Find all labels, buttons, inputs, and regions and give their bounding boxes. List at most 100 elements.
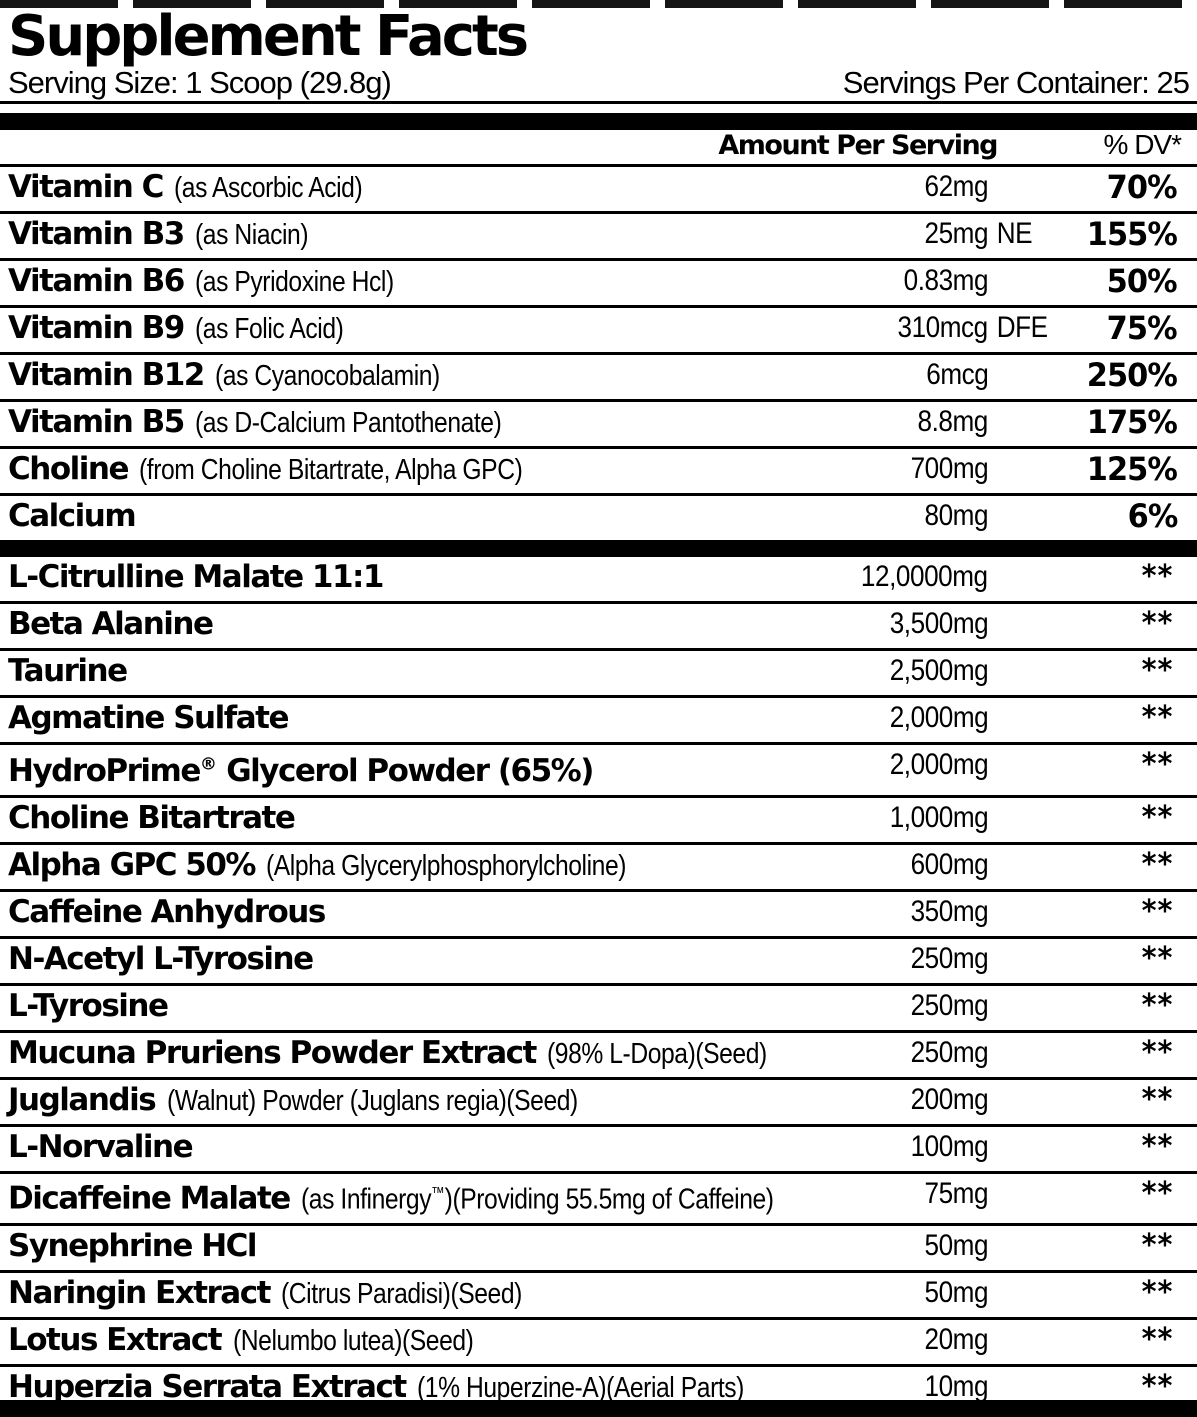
ingredient-row: Agmatine Sulfate 2,000mg ** (0, 695, 1197, 742)
ingredient-text: Agmatine Sulfate (8, 700, 965, 742)
ingredient-description: (1% Huperzine-A)(Aerial Parts) (417, 1371, 745, 1404)
ingredient-amount-value: 310mcg (897, 311, 989, 344)
ingredient-text: L-Norvaline (8, 1129, 965, 1171)
ingredient-row: N-Acetyl L-Tyrosine 250mg ** (0, 936, 1197, 983)
divider-bar-top (0, 113, 1197, 130)
ingredient-amount: 2,000mg (875, 747, 988, 783)
ingredient-amount: 75mg (915, 1176, 988, 1212)
ingredient-daily-value: ** (1141, 1035, 1173, 1071)
ingredient-text: L-Citrulline Malate 11:1 (8, 559, 965, 601)
ingredient-name: Beta Alanine (8, 606, 214, 642)
column-header-row: Amount Per Serving % DV* (0, 129, 1197, 167)
ingredient-name: L-Norvaline (8, 1129, 194, 1166)
ingredient-daily-value: 155% (1086, 215, 1178, 253)
ingredient-row: Vitamin B9 (as Folic Acid) 310mcg DFE 75… (0, 305, 1197, 352)
ingredient-row: L-Citrulline Malate 11:1 12,0000mg ** (0, 557, 1197, 601)
ingredient-description: (Nelumbo lutea)(Seed) (232, 1324, 474, 1357)
ingredient-amount-value: 80mg (924, 499, 988, 532)
ingredient-description: (as Ascorbic Acid) (174, 172, 363, 204)
ingredient-description: (98% L-Dopa)(Seed) (547, 1038, 768, 1071)
ingredient-daily-value: ** (1141, 606, 1173, 641)
ingredient-daily-value: ** (1141, 894, 1173, 930)
ingredient-amount: 25mg NE (915, 216, 1032, 252)
ingredient-text: Lotus Extract (Nelumbo lutea)(Seed) (8, 1322, 965, 1364)
ingredient-daily-value: ** (1141, 1176, 1173, 1212)
ingredient-amount-value: 2,000mg (889, 701, 988, 734)
ingredient-row: Dicaffeine Malate (as Infinergy™)(Provid… (0, 1171, 1197, 1223)
ingredient-name: L-Tyrosine (8, 988, 169, 1025)
servings-per-container-text: Servings Per Container: 25 (842, 65, 1190, 100)
ingredient-amount: 62mg (915, 169, 988, 205)
ingredient-description: (from Choline Bitartrate, Alpha GPC) (139, 454, 523, 486)
ingredient-amount-value: 250mg (910, 1036, 988, 1070)
ingredient-row: Mucuna Pruriens Powder Extract (98% L-Do… (0, 1030, 1197, 1077)
ingredient-text: Taurine (8, 653, 965, 695)
ingredient-amount-value: 50mg (924, 1228, 988, 1262)
ingredient-text: L-Tyrosine (8, 988, 965, 1030)
ingredient-row: Choline (from Choline Bitartrate, Alpha … (0, 446, 1197, 493)
top-edge-strip (0, 0, 1197, 8)
ingredient-name: Alpha GPC 50% (8, 847, 257, 884)
ingredient-name: Choline (8, 451, 129, 487)
ingredient-name: Vitamin B12 (8, 357, 205, 393)
ingredient-amount: 250mg (899, 941, 988, 977)
ingredient-text: Mucuna Pruriens Powder Extract (98% L-Do… (8, 1035, 965, 1077)
ingredient-name: Mucuna Pruriens Powder Extract (8, 1035, 537, 1072)
ingredient-name: Dicaffeine Malate (8, 1180, 291, 1217)
ingredient-amount: 50mg (915, 1228, 988, 1264)
ingredient-row: L-Tyrosine 250mg ** (0, 983, 1197, 1030)
ingredient-amount: 100mg (899, 1129, 988, 1165)
ingredient-text: Vitamin B12 (as Cyanocobalamin) (8, 357, 965, 399)
ingredient-daily-value: 75% (1107, 309, 1178, 347)
ingredient-text: Synephrine HCl (8, 1228, 965, 1270)
ingredient-amount-value: 25mg (924, 217, 988, 250)
ingredient-amount: 250mg (899, 988, 988, 1024)
ingredient-name: Agmatine Sulfate (8, 700, 290, 736)
ingredient-description: (as Cyanocobalamin) (215, 360, 441, 392)
ingredient-row: Vitamin B3 (as Niacin) 25mg NE 155% (0, 211, 1197, 258)
ingredient-amount: 250mg (899, 1035, 988, 1071)
ingredient-amount: 200mg (899, 1082, 988, 1118)
ingredient-row: Vitamin B6 (as Pyridoxine Hcl) 0.83mg 50… (0, 258, 1197, 305)
ingredient-amount: 600mg (899, 847, 988, 883)
ingredient-daily-value: ** (1141, 847, 1173, 883)
ingredient-amount: 2,000mg (875, 700, 988, 736)
ingredient-daily-value: ** (1141, 1082, 1173, 1118)
ingredient-name: Juglandis (8, 1082, 157, 1119)
ingredient-row: Lotus Extract (Nelumbo lutea)(Seed) 20mg… (0, 1316, 1197, 1364)
ingredient-row: HydroPrime® Glycerol Powder (65%) 2,000m… (0, 742, 1197, 795)
ingredient-amount-value: 600mg (910, 848, 988, 882)
ingredient-daily-value: ** (1141, 1227, 1173, 1263)
serving-row: Serving Size: 1 Scoop (29.8g) Servings P… (0, 65, 1197, 104)
ingredient-amount: 3,500mg (875, 606, 988, 642)
ingredient-name: L-Citrulline Malate 11:1 (8, 559, 385, 595)
column-header-dv: % DV* (1103, 129, 1182, 160)
ingredient-amount: 8.8mg (907, 404, 989, 440)
ingredient-name: N-Acetyl L-Tyrosine (8, 941, 314, 978)
ingredient-amount-value: 20mg (924, 1322, 988, 1356)
ingredient-text: Naringin Extract (Citrus Paradisi)(Seed) (8, 1275, 965, 1317)
ingredient-amount-value: 62mg (924, 170, 988, 203)
ingredient-text: Huperzia Serrata Extract (1% Huperzine-A… (8, 1369, 965, 1411)
ingredient-amount-value: 1,000mg (889, 801, 988, 835)
ingredient-amount: 1,000mg (875, 800, 988, 836)
ingredient-row: Taurine 2,500mg ** (0, 648, 1197, 695)
ingredient-name: Choline Bitartrate (8, 800, 296, 837)
label-title: Supplement Facts (8, 4, 529, 69)
ingredient-description: (as Folic Acid) (195, 313, 344, 345)
ingredient-description: (Walnut) Powder (Juglans regia)(Seed) (166, 1085, 578, 1118)
ingredient-name: Calcium (8, 498, 137, 534)
ingredient-text: Vitamin B9 (as Folic Acid) (8, 310, 965, 352)
ingredient-text: Vitamin B6 (as Pyridoxine Hcl) (8, 263, 965, 305)
ingredient-description: (as Niacin) (195, 219, 309, 251)
ingredient-amount: 80mg (915, 498, 988, 534)
ingredient-amount: 310mcg DFE (884, 310, 1048, 346)
ingredient-text: Vitamin C (as Ascorbic Acid) (8, 169, 965, 211)
ingredient-amount: 0.83mg (891, 263, 989, 299)
ingredient-row: Alpha GPC 50% (Alpha Glycerylphosphorylc… (0, 842, 1197, 889)
ingredient-amount: 50mg (915, 1275, 988, 1311)
ingredient-amount: 20mg (915, 1322, 988, 1358)
ingredient-amount-value: 2,500mg (889, 654, 988, 687)
ingredient-text: Vitamin B5 (as D-Calcium Pantothenate) (8, 404, 965, 446)
